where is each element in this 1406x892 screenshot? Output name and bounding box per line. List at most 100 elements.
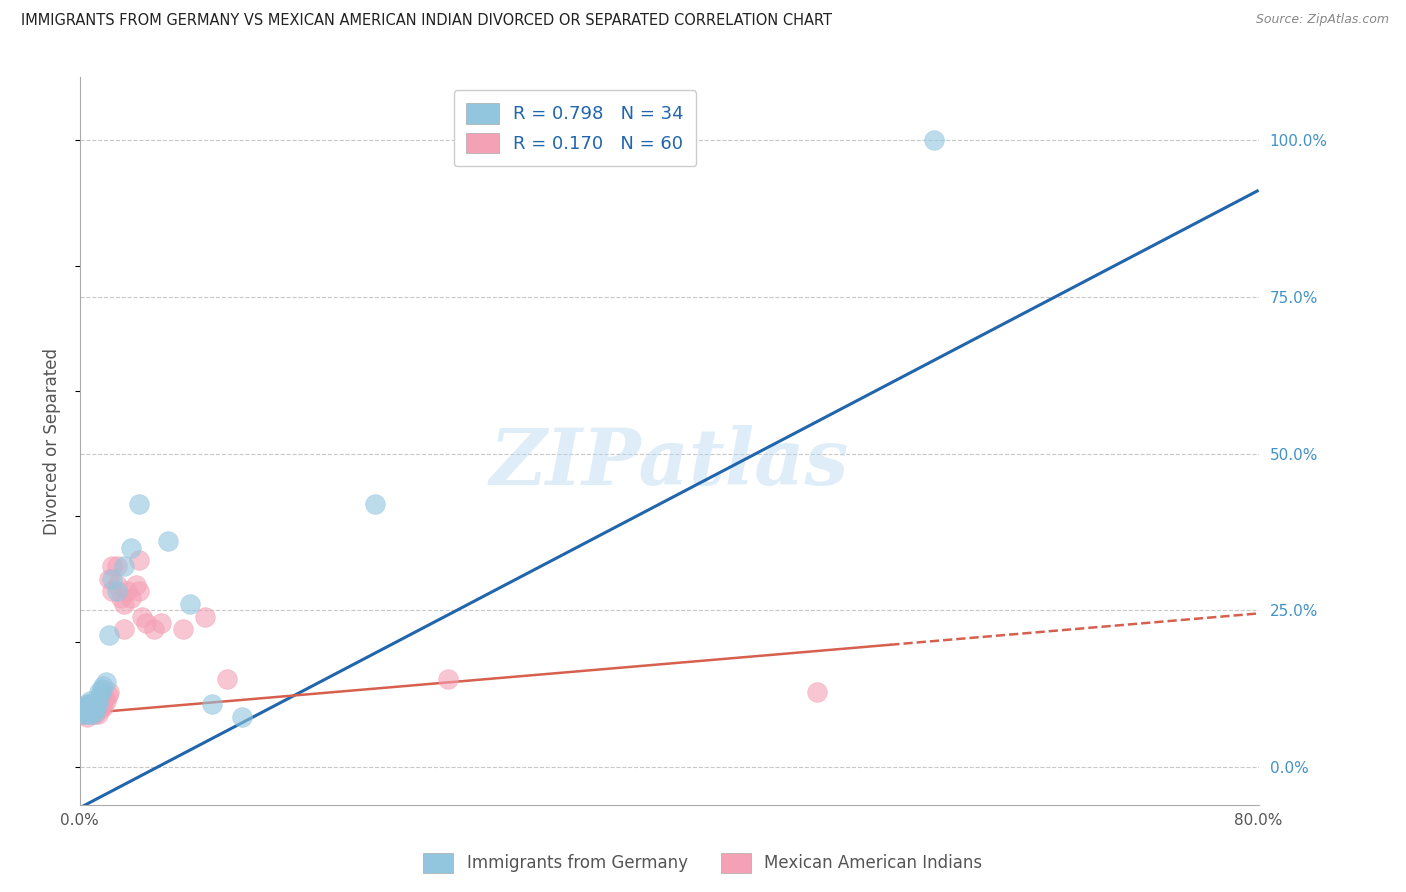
Point	[97, 688, 120, 702]
Point	[83, 706, 105, 721]
Point	[87, 698, 110, 712]
Point	[101, 559, 124, 574]
Point	[179, 597, 201, 611]
Point	[80, 698, 103, 713]
Point	[79, 700, 101, 714]
Point	[115, 584, 138, 599]
Point	[82, 701, 104, 715]
Point	[80, 702, 103, 716]
Point	[437, 672, 460, 686]
Point	[72, 706, 94, 721]
Point	[112, 559, 135, 574]
Point	[128, 584, 150, 599]
Point	[77, 706, 100, 721]
Point	[201, 698, 224, 712]
Point	[194, 609, 217, 624]
Point	[93, 700, 115, 714]
Point	[86, 706, 108, 721]
Point	[924, 133, 946, 147]
Text: IMMIGRANTS FROM GERMANY VS MEXICAN AMERICAN INDIAN DIVORCED OR SEPARATED CORRELA: IMMIGRANTS FROM GERMANY VS MEXICAN AMERI…	[21, 13, 832, 29]
Point	[83, 700, 105, 714]
Point	[142, 622, 165, 636]
Point	[77, 704, 100, 718]
Point	[83, 702, 105, 716]
Point	[101, 584, 124, 599]
Point	[157, 534, 180, 549]
Point	[105, 578, 128, 592]
Legend: Immigrants from Germany, Mexican American Indians: Immigrants from Germany, Mexican America…	[416, 847, 990, 880]
Point	[77, 699, 100, 714]
Point	[93, 678, 115, 692]
Point	[172, 622, 194, 636]
Point	[135, 615, 157, 630]
Legend: R = 0.798   N = 34, R = 0.170   N = 60: R = 0.798 N = 34, R = 0.170 N = 60	[454, 90, 696, 166]
Point	[89, 698, 111, 713]
Point	[217, 672, 239, 686]
Point	[89, 702, 111, 716]
Point	[83, 704, 105, 718]
Point	[101, 572, 124, 586]
Point	[82, 706, 104, 720]
Point	[120, 591, 142, 605]
Point	[73, 704, 96, 718]
Point	[120, 541, 142, 555]
Point	[98, 572, 121, 586]
Y-axis label: Divorced or Separated: Divorced or Separated	[44, 348, 60, 534]
Point	[76, 704, 98, 718]
Point	[94, 691, 117, 706]
Point	[79, 705, 101, 719]
Point	[91, 698, 114, 712]
Point	[72, 700, 94, 714]
Point	[75, 700, 97, 714]
Point	[125, 578, 148, 592]
Point	[86, 698, 108, 712]
Point	[231, 710, 253, 724]
Point	[76, 700, 98, 714]
Point	[79, 698, 101, 712]
Point	[72, 706, 94, 721]
Point	[76, 698, 98, 712]
Point	[96, 694, 118, 708]
Point	[75, 700, 97, 714]
Point	[149, 615, 172, 630]
Point	[75, 705, 97, 719]
Point	[105, 584, 128, 599]
Point	[80, 706, 103, 721]
Point	[75, 706, 97, 721]
Text: ZIPatlas: ZIPatlas	[489, 425, 849, 501]
Point	[87, 685, 110, 699]
Point	[77, 698, 100, 712]
Point	[91, 681, 114, 696]
Text: Source: ZipAtlas.com: Source: ZipAtlas.com	[1256, 13, 1389, 27]
Point	[91, 688, 114, 702]
Point	[82, 706, 104, 721]
Point	[80, 704, 103, 718]
Point	[87, 694, 110, 708]
Point	[84, 700, 107, 714]
Point	[84, 704, 107, 718]
Point	[363, 497, 385, 511]
Point	[83, 698, 105, 713]
Point	[76, 704, 98, 718]
Point	[110, 591, 132, 605]
Point	[79, 694, 101, 708]
Point	[73, 706, 96, 721]
Point	[131, 609, 153, 624]
Point	[96, 675, 118, 690]
Point	[105, 559, 128, 574]
Point	[89, 688, 111, 702]
Point	[79, 702, 101, 716]
Point	[86, 700, 108, 714]
Point	[98, 628, 121, 642]
Point	[73, 702, 96, 716]
Point	[98, 685, 121, 699]
Point	[112, 597, 135, 611]
Point	[128, 553, 150, 567]
Point	[806, 685, 828, 699]
Point	[76, 710, 98, 724]
Point	[77, 706, 100, 721]
Point	[80, 700, 103, 714]
Point	[84, 698, 107, 712]
Point	[112, 622, 135, 636]
Point	[128, 497, 150, 511]
